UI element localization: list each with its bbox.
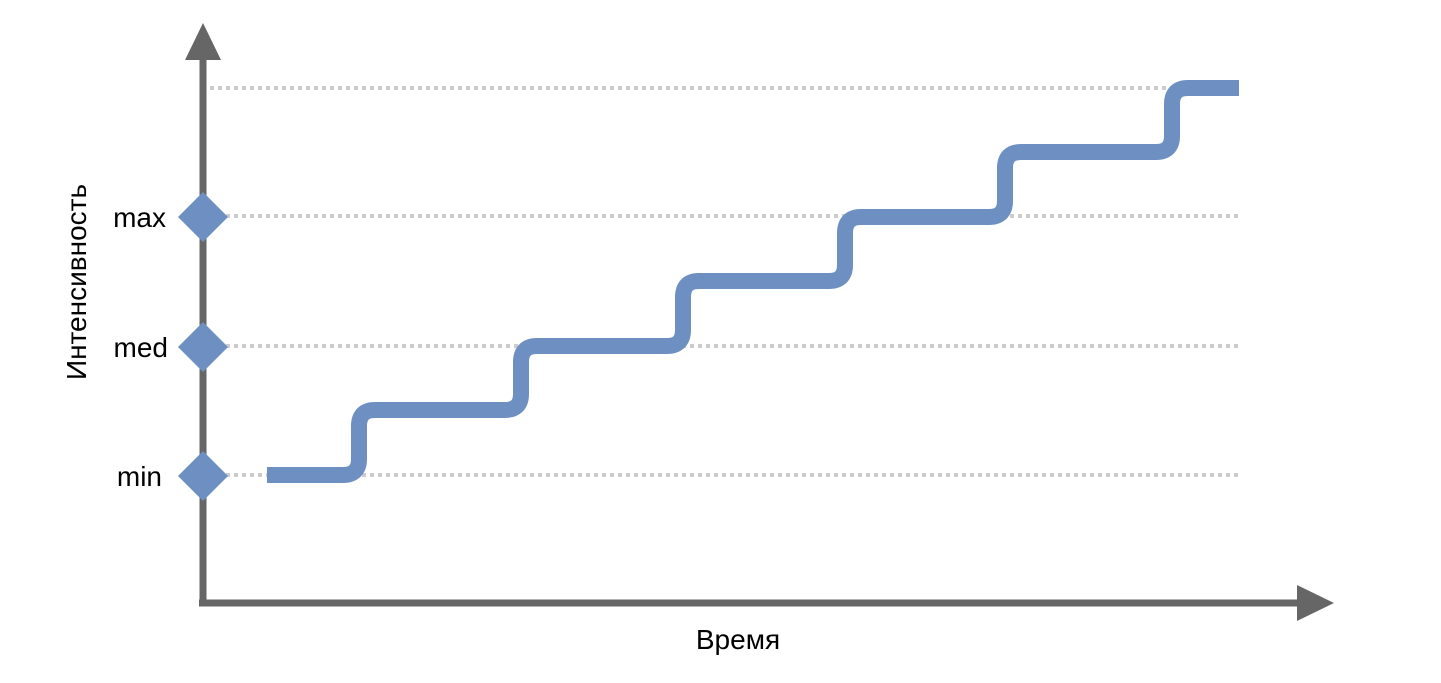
x-axis-arrow-icon	[1297, 585, 1334, 621]
gridlines	[210, 86, 1238, 477]
level-markers	[178, 192, 228, 501]
x-axis-label: Время	[696, 624, 780, 655]
y-axis-label: Интенсивность	[61, 184, 92, 380]
level-label-min: min	[117, 461, 162, 492]
marker-min-diamond-icon	[178, 451, 228, 501]
staircase-line	[267, 80, 1239, 483]
level-label-max: max	[113, 202, 166, 233]
y-axis-arrow-icon	[185, 23, 221, 60]
level-label-med: med	[114, 332, 168, 363]
marker-med-diamond-icon	[178, 322, 228, 372]
marker-max-diamond-icon	[178, 192, 228, 242]
axes	[185, 23, 1334, 621]
